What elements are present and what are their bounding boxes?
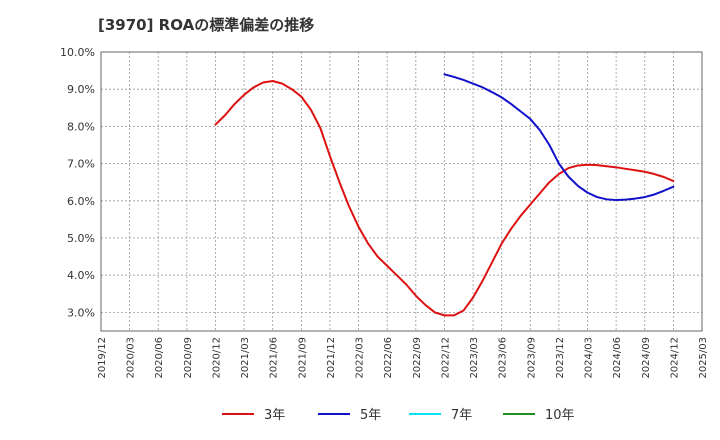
y-tick-label: 5.0% — [67, 232, 95, 245]
x-tick-label: 2019/12 — [97, 337, 108, 379]
x-tick-label: 2020/12 — [211, 337, 222, 379]
x-tick-label: 2024/06 — [612, 337, 623, 379]
x-tick-label: 2022/06 — [383, 337, 394, 379]
series-line — [443, 73, 675, 202]
grid-lines — [101, 52, 702, 331]
x-tick-label: 2022/09 — [412, 337, 423, 379]
legend: 3年 5年 7年 10年 — [222, 408, 575, 423]
x-tick-label: 2021/03 — [240, 337, 251, 379]
x-tick-label: 2024/03 — [584, 337, 595, 379]
x-tick-label: 2022/03 — [355, 337, 366, 379]
x-tick-label: 2020/09 — [183, 337, 194, 379]
plot-frame — [100, 51, 703, 332]
x-tick-label: 2023/03 — [469, 337, 480, 379]
x-tick-label: 2023/09 — [526, 337, 537, 379]
plot-background — [101, 52, 702, 331]
x-tick-label: 2023/12 — [555, 337, 566, 379]
x-tick-label: 2025/03 — [698, 337, 709, 379]
x-tick-label: 2024/12 — [669, 337, 680, 379]
chart-title: [3970] ROAの標準偏差の推移 — [98, 16, 315, 34]
legend-label: 10年 — [545, 408, 575, 423]
x-axis-ticks: 2019/12 2020/03 2020/06 2020/09 2020/12 2021/… — [97, 337, 709, 379]
y-tick-label: 6.0% — [67, 195, 95, 208]
legend-label: 3年 — [264, 408, 285, 423]
x-tick-label: 2022/12 — [440, 337, 451, 379]
x-tick-label: 2021/12 — [326, 337, 337, 379]
y-tick-label: 3.0% — [67, 306, 95, 319]
series-line — [214, 80, 675, 317]
x-tick-label: 2021/09 — [297, 337, 308, 379]
x-tick-label: 2020/06 — [154, 337, 165, 379]
y-tick-label: 4.0% — [67, 269, 95, 282]
x-tick-label: 2020/03 — [126, 337, 137, 379]
x-tick-label: 2021/06 — [269, 337, 280, 379]
y-axis-ticks: 3.0% 4.0% 5.0% 6.0% 7.0% 8.0% 9.0% 10.0% — [60, 46, 95, 319]
series-lines — [214, 73, 675, 317]
x-tick-label: 2023/06 — [498, 337, 509, 379]
y-tick-label: 9.0% — [67, 83, 95, 96]
x-tick-label: 2024/09 — [641, 337, 652, 379]
y-tick-label: 10.0% — [60, 46, 95, 59]
y-tick-label: 7.0% — [67, 158, 95, 171]
legend-label: 7年 — [451, 408, 472, 423]
legend-label: 5年 — [360, 408, 381, 423]
y-tick-label: 8.0% — [67, 120, 95, 133]
